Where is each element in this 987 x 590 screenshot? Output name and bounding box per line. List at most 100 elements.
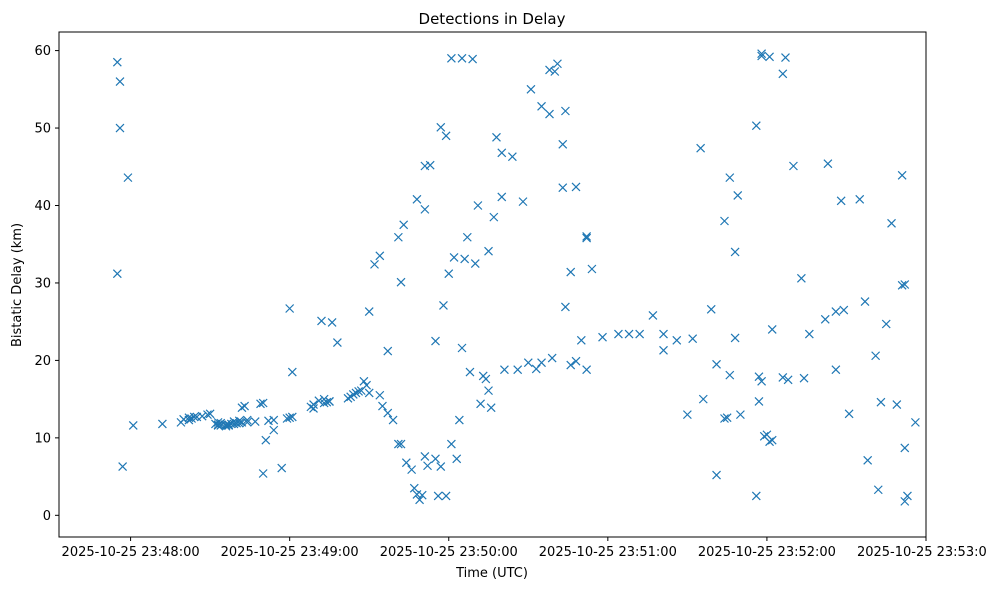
data-point: [754, 372, 764, 382]
data-point: [420, 204, 430, 214]
data-point: [897, 280, 907, 290]
data-point: [799, 373, 809, 383]
data-point: [256, 399, 265, 409]
data-point: [420, 452, 430, 461]
data-point: [436, 462, 446, 471]
data-point: [261, 435, 271, 445]
data-point: [796, 273, 806, 283]
data-point: [550, 67, 560, 76]
data-point: [730, 333, 740, 343]
data-point: [332, 338, 342, 348]
data-point: [624, 329, 634, 339]
data-point: [348, 390, 358, 399]
data-point: [897, 170, 907, 180]
data-point: [407, 465, 417, 475]
data-point: [566, 267, 576, 277]
data-point: [118, 462, 128, 471]
data-point: [523, 358, 533, 368]
data-point: [767, 435, 777, 445]
data-point: [314, 396, 324, 406]
data-point: [187, 414, 196, 423]
data-point: [189, 412, 199, 422]
data-point: [399, 220, 409, 230]
data-point: [781, 53, 790, 62]
data-point: [560, 302, 570, 312]
data-point: [317, 316, 326, 326]
data-point: [576, 335, 586, 345]
x-tick-label: 2025-10-25 23:51:00: [539, 545, 677, 560]
data-point: [507, 152, 517, 162]
data-point: [431, 454, 440, 464]
chart-title: Detections in Delay: [419, 10, 566, 28]
data-point: [351, 388, 361, 398]
data-point: [635, 329, 645, 339]
data-point: [370, 259, 379, 269]
data-point: [319, 398, 329, 408]
data-point: [250, 417, 260, 427]
data-point: [489, 212, 499, 222]
data-point: [751, 491, 761, 501]
data-point: [325, 397, 334, 406]
data-point: [269, 425, 279, 435]
data-point: [343, 393, 353, 403]
y-axis-label: Bistatic Delay (km): [10, 223, 25, 347]
data-point: [258, 398, 268, 408]
data-markers: [112, 49, 920, 506]
data-point: [470, 259, 480, 269]
data-point: [269, 415, 279, 425]
data-point: [733, 191, 743, 200]
data-point: [473, 201, 483, 210]
plot-frame: [58, 31, 927, 538]
data-point: [375, 390, 385, 400]
y-axis-ticks: 0 10 20 30 40 50 60: [34, 44, 59, 524]
data-point: [240, 401, 250, 411]
data-point: [462, 232, 472, 242]
data-point: [396, 439, 406, 449]
data-point: [285, 304, 295, 313]
data-point: [465, 367, 475, 377]
data-point: [839, 305, 849, 315]
data-point: [417, 490, 427, 500]
data-point: [393, 439, 403, 449]
y-tick-label: 30: [34, 276, 51, 291]
data-point: [362, 380, 371, 390]
data-point: [860, 297, 870, 306]
data-point: [873, 485, 883, 495]
data-point: [545, 109, 554, 119]
data-point: [751, 121, 761, 131]
data-point: [804, 329, 814, 339]
x-tick-label: 2025-10-25 23:53:00: [857, 545, 987, 560]
data-point: [401, 458, 411, 468]
data-point: [696, 143, 706, 153]
data-point: [383, 408, 393, 418]
data-point: [844, 409, 854, 419]
data-point: [415, 495, 425, 505]
x-axis-ticks: 2025-10-25 23:48:00 2025-10-25 23:49:00 20…: [62, 537, 987, 560]
data-point: [476, 399, 485, 409]
data-point: [439, 300, 448, 310]
data-point: [672, 335, 682, 345]
data-point: [258, 469, 268, 478]
data-point: [836, 196, 846, 206]
data-point: [531, 364, 541, 374]
data-point: [881, 319, 891, 329]
data-point: [545, 65, 554, 75]
data-point: [452, 454, 462, 464]
data-point: [778, 69, 788, 79]
data-point: [659, 329, 668, 339]
data-point: [287, 367, 297, 377]
data-point: [876, 397, 886, 407]
data-point: [720, 414, 729, 423]
data-point: [484, 246, 493, 256]
data-point: [436, 122, 446, 132]
data-point: [698, 394, 708, 404]
y-tick-label: 20: [34, 354, 51, 369]
data-point: [823, 159, 833, 169]
y-tick-label: 0: [43, 509, 51, 524]
data-point: [682, 410, 692, 420]
data-point: [484, 386, 493, 396]
data-point: [582, 232, 592, 241]
data-point: [783, 375, 793, 385]
data-point: [730, 247, 740, 257]
